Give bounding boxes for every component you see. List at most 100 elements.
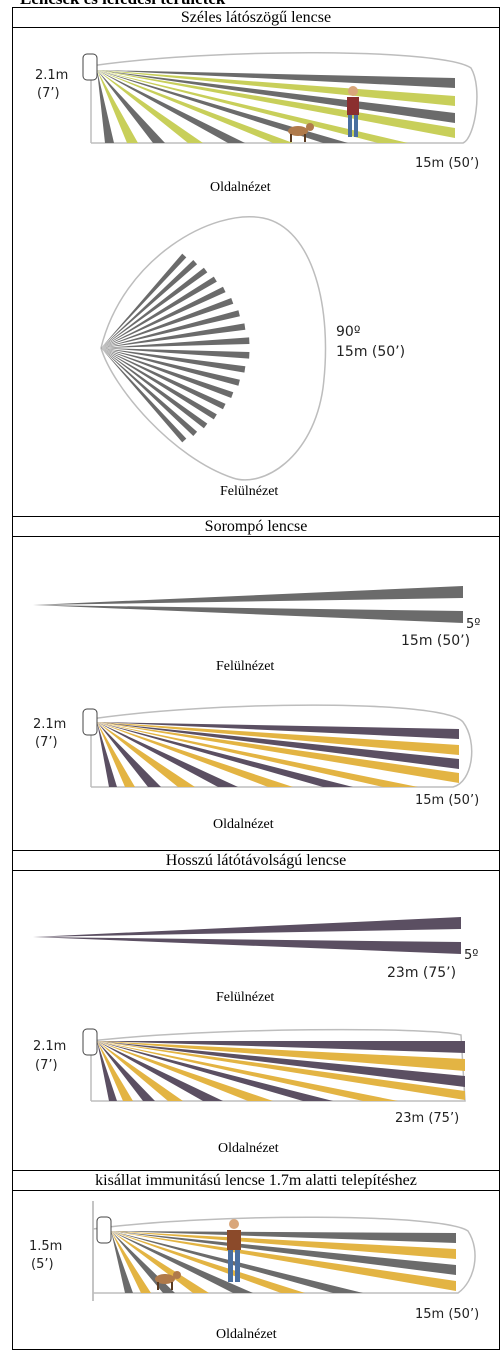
top-caption: Felülnézet	[220, 484, 279, 499]
dog-icon	[288, 123, 314, 142]
beam	[97, 722, 459, 755]
beam	[111, 1231, 456, 1259]
section-heading: Széles látószögű lencse	[13, 8, 499, 28]
beam	[101, 348, 198, 436]
beam	[101, 286, 226, 348]
beam	[97, 1041, 465, 1087]
beam	[111, 1231, 456, 1275]
section-pet-immune: kisállat immunitású lencse 1.7m alatti t…	[13, 1170, 499, 1350]
barrier-diagrams	[33, 586, 473, 788]
beam	[97, 722, 459, 783]
beam	[101, 297, 234, 348]
side-range: 23m (75’)	[395, 1111, 460, 1126]
top-view-outline	[100, 216, 327, 481]
section-heading: Hosszú látótávolságú lencse	[13, 851, 499, 871]
beam	[97, 1041, 155, 1101]
beam	[97, 722, 238, 787]
section-barrier: Sorompó lencse 5º 15m (50’) Felülnézet 2…	[13, 516, 499, 850]
beam	[101, 348, 226, 410]
beam	[101, 276, 217, 348]
beam	[101, 348, 208, 429]
beam	[97, 70, 455, 88]
beam	[97, 1041, 333, 1101]
beam	[101, 348, 217, 420]
beam	[111, 1231, 456, 1291]
long-range-diagrams	[33, 917, 466, 1102]
height-meters: 2.1m	[35, 68, 69, 83]
pet-immune-side-view	[92, 1201, 476, 1301]
beam	[97, 70, 293, 143]
wide-side-view-diagram	[82, 52, 478, 481]
top-angle: 5º	[466, 617, 481, 632]
height-feet: (7’)	[35, 735, 58, 750]
beam	[101, 260, 198, 348]
top-range: 23m (75’)	[387, 965, 457, 981]
beam	[111, 1231, 209, 1293]
beam	[111, 1231, 151, 1293]
beam	[97, 1041, 465, 1071]
section-long-range: Hosszú látótávolságú lencse 5º 23m (75’)…	[13, 850, 499, 1170]
height-feet: (5’)	[31, 1257, 54, 1272]
beam	[101, 267, 208, 348]
height-meters: 2.1m	[33, 1039, 67, 1054]
beam	[101, 348, 234, 399]
beam	[97, 70, 408, 143]
section-heading: Sorompó lencse	[13, 517, 499, 537]
top-view-beams	[33, 917, 461, 954]
beam	[111, 1231, 305, 1293]
top-view-beams	[33, 586, 463, 623]
top-range: 15m (50’)	[401, 633, 471, 649]
beam	[97, 70, 455, 138]
lens-table: Széles látószögű lencse	[12, 7, 500, 1350]
side-caption: Oldalnézet	[218, 1141, 279, 1156]
beam	[101, 348, 240, 386]
height-feet: (7’)	[35, 1058, 58, 1073]
beam	[97, 70, 245, 143]
beam	[111, 1231, 253, 1293]
beam	[97, 1041, 117, 1101]
beam	[97, 722, 459, 769]
person-icon	[227, 1219, 241, 1282]
beam	[101, 348, 187, 443]
beam	[97, 1041, 273, 1101]
beam	[97, 70, 455, 106]
beam	[97, 1041, 223, 1101]
beam	[101, 323, 246, 348]
top-view-fan	[101, 253, 250, 443]
beam	[97, 70, 114, 143]
beam	[97, 70, 203, 143]
dog-icon	[155, 1271, 181, 1290]
person-icon	[347, 86, 359, 137]
beam	[97, 1041, 183, 1101]
beam	[97, 70, 348, 143]
beam	[97, 722, 293, 787]
side-caption: Oldalnézet	[213, 817, 274, 832]
beam	[111, 1231, 133, 1293]
sensor-icon	[82, 53, 98, 81]
beam	[101, 337, 250, 348]
side-range: 15m (50’)	[415, 793, 480, 808]
beam	[101, 348, 250, 359]
sensor-icon	[82, 1028, 98, 1056]
top-angle: 90º	[336, 324, 361, 340]
height-meters: 2.1m	[33, 717, 67, 732]
beam	[97, 722, 459, 739]
height-meters: 1.5m	[29, 1239, 63, 1254]
section-heading: kisállat immunitású lencse 1.7m alatti t…	[13, 1171, 499, 1191]
top-caption: Felülnézet	[216, 990, 275, 1005]
beam	[97, 722, 195, 787]
height-feet: (7’)	[37, 86, 60, 101]
beam	[101, 348, 246, 373]
beam	[97, 70, 165, 143]
beam	[97, 70, 455, 123]
beam	[97, 722, 353, 787]
beam	[97, 722, 135, 787]
page-title: Lencsék és lefedési területek	[20, 0, 225, 9]
beam	[97, 722, 418, 787]
beam	[97, 70, 138, 143]
beam	[101, 253, 187, 348]
side-range: 15m (50’)	[415, 1307, 480, 1322]
section-wide-angle: Széles látószögű lencse	[13, 8, 499, 516]
top-range: 15m (50’)	[336, 344, 406, 360]
sensor-icon	[82, 708, 98, 736]
